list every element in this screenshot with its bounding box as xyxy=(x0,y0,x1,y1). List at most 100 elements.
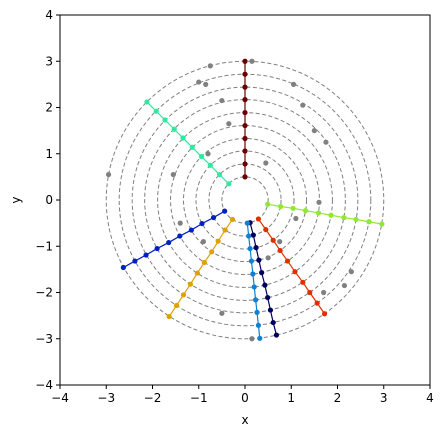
point xyxy=(209,249,215,255)
point xyxy=(265,201,271,207)
x-tick-label: −4 xyxy=(51,391,69,405)
point xyxy=(177,233,183,239)
point xyxy=(259,270,265,276)
point xyxy=(242,84,248,90)
point xyxy=(216,171,223,178)
point xyxy=(242,174,248,180)
point xyxy=(242,148,248,154)
point xyxy=(307,289,313,296)
point xyxy=(251,284,257,290)
point xyxy=(226,121,232,127)
point xyxy=(205,151,211,157)
y-tick-label: 4 xyxy=(45,8,53,22)
point xyxy=(203,81,209,87)
series-line xyxy=(246,223,261,339)
point xyxy=(256,257,262,263)
y-tick-label: 2 xyxy=(45,101,53,115)
point xyxy=(180,292,187,298)
point xyxy=(255,216,262,222)
point xyxy=(171,126,177,132)
point xyxy=(226,181,232,187)
point xyxy=(105,171,112,178)
y-tick-label: −1 xyxy=(35,239,53,253)
point xyxy=(242,109,248,116)
point xyxy=(321,311,328,317)
y-tick-label: 1 xyxy=(45,147,53,161)
point xyxy=(249,336,255,342)
plot-frame xyxy=(59,14,431,386)
series-line xyxy=(146,101,230,185)
point xyxy=(166,239,172,246)
y-tick-label: 0 xyxy=(45,193,53,207)
point xyxy=(277,247,283,254)
x-axis-label: x xyxy=(241,413,248,427)
x-tick-label: 2 xyxy=(334,391,342,405)
point xyxy=(254,309,260,315)
point xyxy=(120,264,126,271)
point xyxy=(162,117,168,123)
point xyxy=(290,81,297,87)
point xyxy=(198,153,205,160)
point xyxy=(207,162,213,168)
point xyxy=(250,271,256,277)
point xyxy=(199,220,205,227)
point xyxy=(300,102,306,108)
point xyxy=(173,302,180,309)
point xyxy=(143,252,149,258)
point xyxy=(242,122,248,129)
point xyxy=(366,219,372,225)
point xyxy=(277,239,283,245)
point xyxy=(302,208,309,214)
point xyxy=(249,58,255,64)
point xyxy=(278,203,284,210)
x-tick-label: 0 xyxy=(241,391,249,405)
point xyxy=(300,279,306,285)
point xyxy=(379,221,385,227)
point xyxy=(253,245,259,251)
point xyxy=(314,300,320,306)
point xyxy=(273,332,280,338)
point xyxy=(292,269,298,275)
point xyxy=(250,232,256,238)
point xyxy=(348,269,354,275)
point xyxy=(207,63,213,69)
point xyxy=(188,227,194,233)
point xyxy=(246,233,252,239)
y-axis-label: y xyxy=(9,196,23,203)
point xyxy=(242,135,248,142)
series-line xyxy=(257,218,326,315)
point xyxy=(170,171,176,178)
point xyxy=(219,97,225,104)
point xyxy=(293,215,299,222)
point xyxy=(200,239,206,245)
point xyxy=(166,313,172,320)
point xyxy=(242,97,248,103)
point xyxy=(267,307,274,313)
point xyxy=(284,258,291,264)
point xyxy=(263,160,269,166)
point xyxy=(144,99,150,105)
point xyxy=(353,216,359,223)
point xyxy=(270,319,276,326)
point xyxy=(311,128,317,134)
point xyxy=(189,144,195,150)
point xyxy=(242,71,248,77)
series-line xyxy=(249,222,278,336)
point xyxy=(244,220,250,226)
point xyxy=(242,161,248,167)
point xyxy=(328,212,334,218)
x-tick-label: −3 xyxy=(97,391,115,405)
point xyxy=(265,294,271,301)
point xyxy=(177,220,183,226)
point xyxy=(316,199,322,205)
point xyxy=(321,289,327,296)
y-tick-label: 3 xyxy=(45,54,53,68)
point xyxy=(263,227,269,233)
point xyxy=(153,108,159,114)
series-line xyxy=(123,210,225,269)
y-tick-label: −2 xyxy=(35,286,53,300)
x-tick-label: −1 xyxy=(190,391,208,405)
y-tick-label: −4 xyxy=(35,378,53,392)
point xyxy=(180,135,186,141)
circle xyxy=(131,86,359,314)
